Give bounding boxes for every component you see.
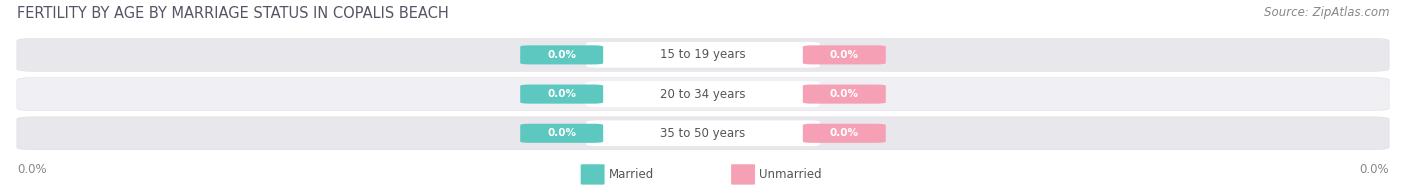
FancyBboxPatch shape xyxy=(803,124,886,143)
Text: 0.0%: 0.0% xyxy=(830,128,859,138)
Text: 20 to 34 years: 20 to 34 years xyxy=(661,88,745,101)
FancyBboxPatch shape xyxy=(586,81,820,107)
FancyBboxPatch shape xyxy=(803,45,886,64)
Text: Unmarried: Unmarried xyxy=(759,168,823,181)
Text: 0.0%: 0.0% xyxy=(17,163,46,176)
Text: 0.0%: 0.0% xyxy=(830,89,859,99)
Text: FERTILITY BY AGE BY MARRIAGE STATUS IN COPALIS BEACH: FERTILITY BY AGE BY MARRIAGE STATUS IN C… xyxy=(17,6,449,21)
FancyBboxPatch shape xyxy=(731,164,755,185)
FancyBboxPatch shape xyxy=(520,124,603,143)
FancyBboxPatch shape xyxy=(17,38,1389,71)
Text: 15 to 19 years: 15 to 19 years xyxy=(661,48,745,61)
Text: 0.0%: 0.0% xyxy=(547,89,576,99)
FancyBboxPatch shape xyxy=(520,84,603,104)
Text: 0.0%: 0.0% xyxy=(830,50,859,60)
FancyBboxPatch shape xyxy=(17,78,1389,111)
FancyBboxPatch shape xyxy=(520,45,603,64)
FancyBboxPatch shape xyxy=(803,84,886,104)
FancyBboxPatch shape xyxy=(586,120,820,146)
Text: 0.0%: 0.0% xyxy=(547,50,576,60)
FancyBboxPatch shape xyxy=(581,164,605,185)
Text: Married: Married xyxy=(609,168,654,181)
FancyBboxPatch shape xyxy=(17,117,1389,150)
Text: 0.0%: 0.0% xyxy=(547,128,576,138)
Text: 35 to 50 years: 35 to 50 years xyxy=(661,127,745,140)
Text: 0.0%: 0.0% xyxy=(1360,163,1389,176)
Text: Source: ZipAtlas.com: Source: ZipAtlas.com xyxy=(1264,6,1389,19)
FancyBboxPatch shape xyxy=(586,42,820,68)
